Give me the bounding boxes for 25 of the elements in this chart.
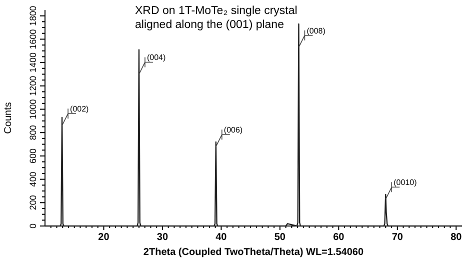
annotation: (006) [224, 126, 243, 135]
y-tick-label: 800 [28, 125, 38, 140]
x-tick-label: 80 [450, 232, 462, 243]
y-tick-label: 1800 [28, 6, 38, 26]
x-tick-label: 20 [98, 232, 110, 243]
x-tick-label: 50 [274, 232, 286, 243]
y-tick-label: 0 [28, 223, 38, 229]
y-tick-label: 400 [28, 172, 38, 187]
annotation: (008) [306, 26, 326, 36]
annotation: (004) [146, 53, 166, 62]
y-tick-label: 1400 [28, 52, 38, 73]
chart-title: XRD on 1T-MoTe₂ single crystal aligned along the (001) plane [135, 5, 298, 31]
x-tick-label: 70 [392, 232, 404, 243]
y-tick-label: 200 [28, 195, 38, 210]
x-tick-label: 30 [156, 232, 168, 243]
x-axis-title: 2Theta (Coupled TwoTheta/Theta) WL=1.54060 [143, 247, 364, 258]
y-tick-label: 1000 [28, 99, 38, 120]
annotation: (0010) [394, 178, 418, 188]
x-tick-label: 40 [216, 232, 228, 243]
x-tick-label: 60 [333, 232, 345, 243]
y-axis-title: Counts [3, 102, 14, 134]
y-tick-label: 600 [28, 148, 38, 164]
annotation: (002) [70, 104, 90, 114]
y-tick-label: 1200 [28, 76, 38, 96]
y-tick-label: 1600 [28, 29, 38, 50]
